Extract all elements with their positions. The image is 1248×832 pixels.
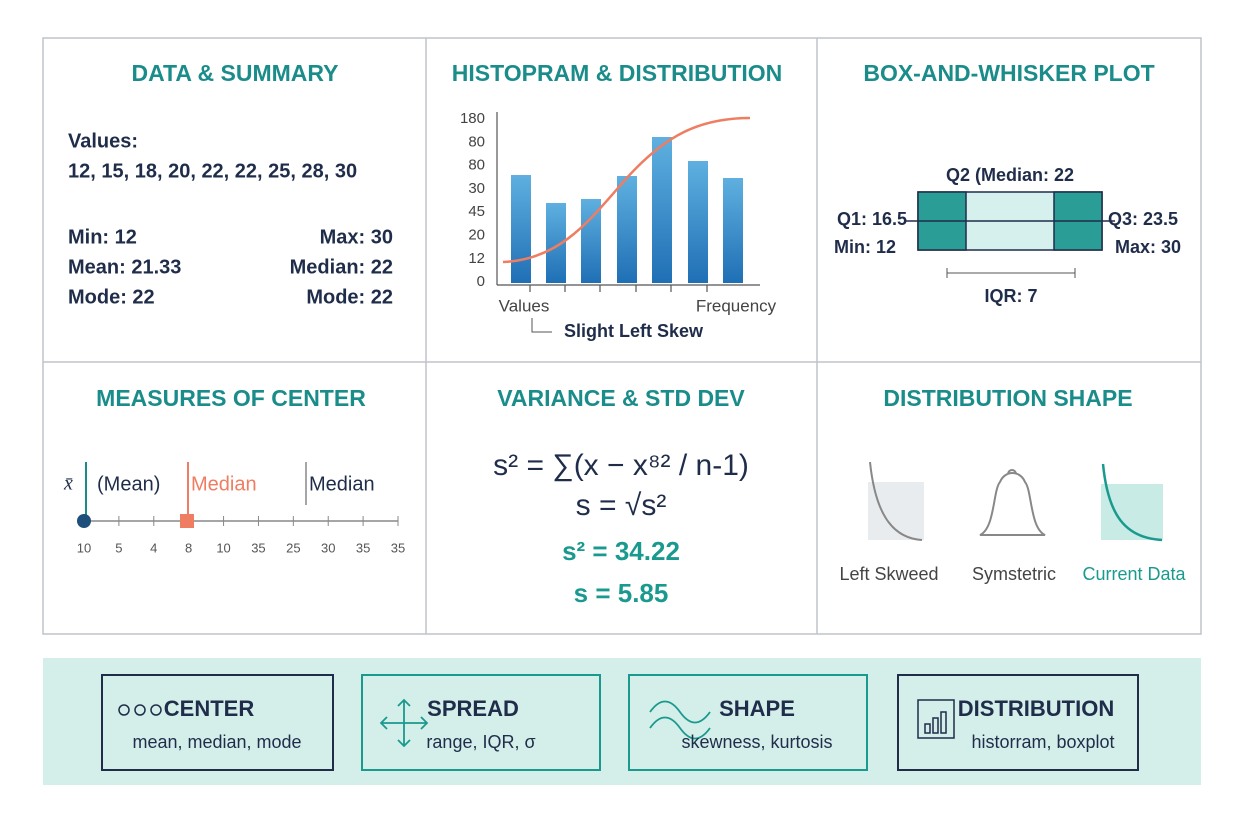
panel-title: MEASURES OF CENTER [96,385,366,411]
mean-symbol: x̄ [63,473,73,495]
grid-frame [42,37,1202,635]
tick-label: 10 [77,540,91,555]
spread-icon [379,698,429,748]
values-label: Values: [68,130,138,152]
panel-title: HISTOPRAM & DISTRIBUTION [452,60,783,86]
y-tick-label: 80 [468,157,485,174]
y-tick-label: 45 [468,203,485,220]
box [905,191,1115,251]
x-label: Frequency [696,296,777,315]
footer-text: mean, median, mode [132,732,301,752]
footer-title: SHAPE [719,696,795,721]
shape-icon [649,700,711,740]
mean-label: (Mean) [97,473,160,495]
distribution-curve [502,116,751,264]
q1-label: Q1: 16.5 [837,209,907,229]
tick-label: 25 [286,540,300,555]
axes [496,112,760,292]
tick-label: 5 [115,540,122,555]
note-bracket [531,318,552,333]
values: 12, 15, 18, 20, 22, 22, 25, 28, 30 [68,160,357,182]
left-skew-icon [869,461,923,541]
max-label: Max: 30 [1115,237,1181,257]
shape-label: Symstetric [972,564,1056,584]
distribution-icon [917,699,955,739]
tick-label: 30 [321,540,335,555]
stat: Mode: 22 [306,286,393,308]
mean-dot [77,514,91,528]
tick-label: 4 [150,540,157,555]
shape-label: Left Skweed [839,564,938,584]
x-label: Values [499,296,550,315]
panel-title: BOX-AND-WHISKER PLOT [863,60,1154,86]
tick-label: 35 [251,540,265,555]
center-icon [118,704,162,716]
stat: Min: 12 [68,226,137,248]
tick-label: 10 [216,540,230,555]
y-tick-label: 80 [468,133,485,150]
y-tick-label: 180 [460,110,485,127]
result: s = 5.85 [574,578,669,608]
q2-label: Q2 (Median: 22 [946,165,1074,185]
panel-title: VARIANCE & STD DEV [497,385,745,411]
panel-title: DATA & SUMMARY [132,60,339,86]
y-tick-label: 0 [477,273,485,290]
footer-text: skewness, kurtosis [681,732,832,752]
median-marker [180,514,194,528]
note: Slight Left Skew [564,321,704,341]
result: s² = 34.22 [562,536,680,566]
stat: Median: 22 [290,256,393,278]
formula: s² = ∑(x − x⁸² / n-1) [493,449,749,482]
y-tick-label: 12 [468,250,485,267]
footer-text: range, IQR, σ [426,732,535,752]
footer-band [43,658,1201,785]
current-icon [1101,463,1163,542]
iqr-label: IQR: 7 [984,286,1037,306]
stat: Mode: 22 [68,286,155,308]
median-label: Median [191,473,257,495]
histogram-bars [511,137,743,283]
tick-label: 8 [185,540,192,555]
y-tick-label: 20 [468,226,485,243]
min-label: Min: 12 [834,237,896,257]
footer-title: DISTRIBUTION [958,696,1114,721]
footer-boxes [101,674,1139,771]
shape-label: Current Data [1082,564,1186,584]
footer-text: historram, boxplot [971,732,1114,752]
iqr-bracket [946,268,1076,278]
bell-icon [979,469,1046,536]
median-label: Median [309,473,375,495]
panel-title: DISTRIBUTION SHAPE [883,385,1132,411]
formula: s = √s² [576,489,667,522]
footer-title: SPREAD [427,696,519,721]
tick-label: 35 [356,540,370,555]
footer-title: CENTER [164,696,255,721]
y-tick-label: 30 [468,180,485,197]
stat: Mean: 21.33 [68,256,181,278]
q3-label: Q3: 23.5 [1108,209,1178,229]
stat: Max: 30 [320,226,393,248]
tick-label: 35 [391,540,405,555]
